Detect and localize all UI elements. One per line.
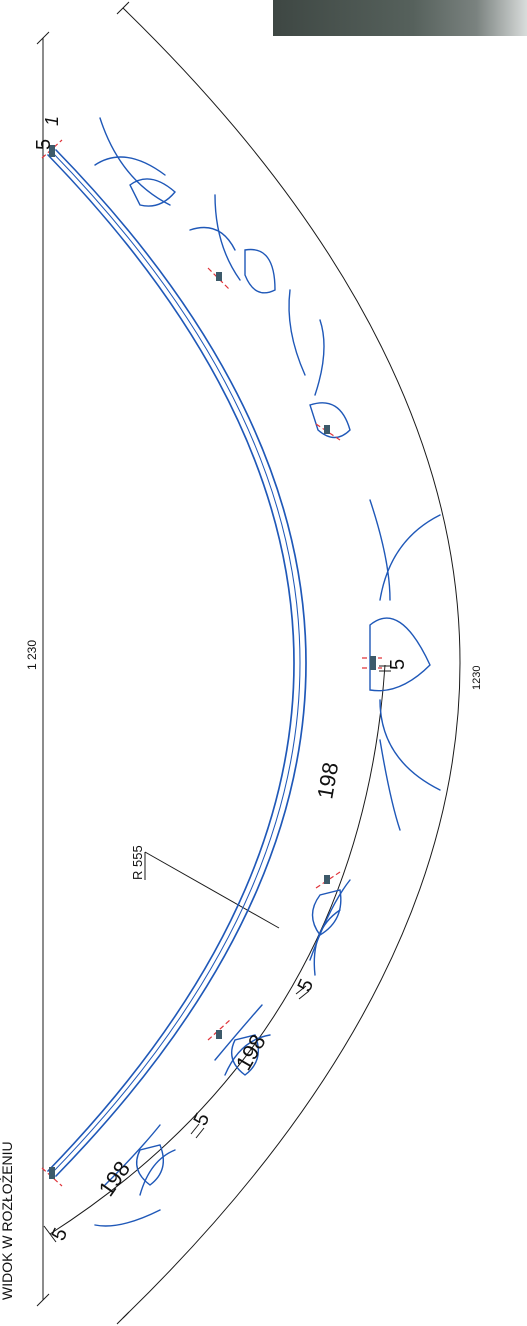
joint-blocks [49,145,376,1179]
ornament-band [47,149,307,1177]
gap-label-4: 5 [387,659,409,670]
top-chord-label: 1 230 [25,640,39,670]
chord-dimension-line [36,31,50,1307]
outer-dimension-arc [116,1,461,1325]
outer-arc-label: 1230 [471,666,483,690]
end-mark-label: 1 [42,116,62,126]
gap-label-3: 5 [294,976,319,995]
gap-label-2: 5 [190,1110,215,1129]
drawing-title: WIDOK W ROZŁOŻENIU [0,1141,15,1300]
photo-fragment [273,0,527,36]
segment-label-3: 198 [312,760,343,801]
radius-label: R 555 [130,845,145,880]
cut-marks [41,139,382,1187]
leaf-ornaments [94,117,441,1227]
radius-leader [144,851,280,929]
inner-dimension-arc [43,664,391,1243]
segment-label-1: 198 [94,1156,136,1200]
end-gap-label: 5 [33,139,55,150]
